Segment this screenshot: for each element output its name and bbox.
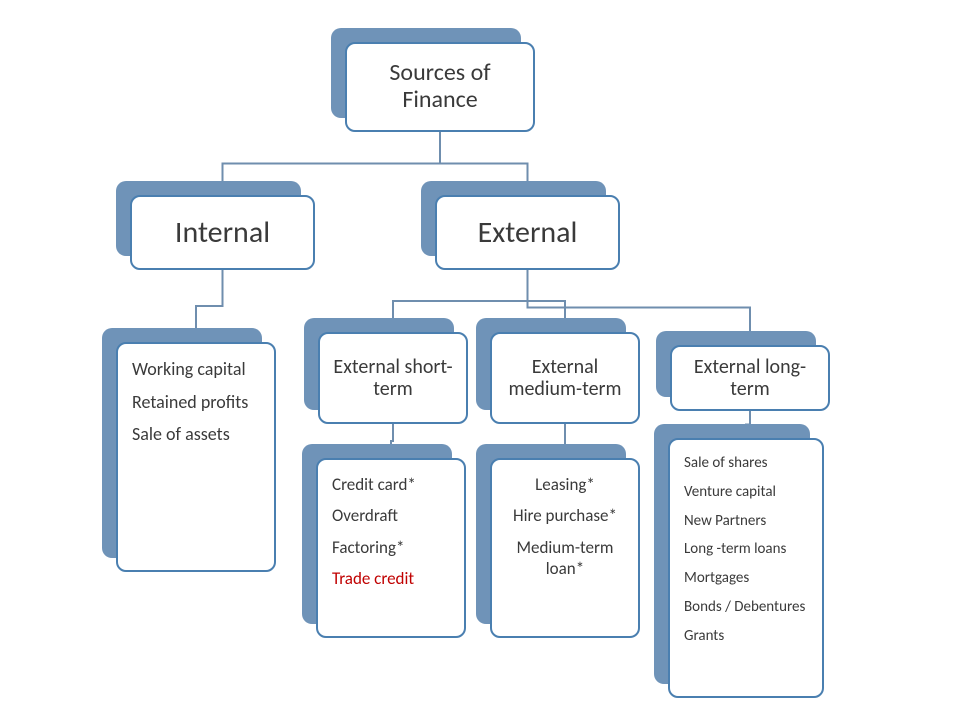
node-item: New Partners — [684, 512, 766, 531]
node-ext_short: External short-term — [318, 332, 468, 424]
node-item: Credit card* — [332, 474, 416, 495]
node-ext_med_list: Leasing* Hire purchase* Medium-term loan* — [490, 458, 640, 638]
node-int_list: Working capital Retained profits Sale of a… — [116, 342, 276, 572]
node-title: External long-term — [682, 356, 818, 401]
node-title: External short-term — [330, 356, 456, 401]
node-title: External medium-term — [502, 356, 628, 401]
node-item: Sale of assets — [132, 423, 230, 446]
node-item: Trade credit — [332, 568, 414, 589]
diagram-stage: Sources of Finance Internal External Workin… — [0, 0, 960, 720]
node-item: Overdraft — [332, 505, 398, 526]
node-item: Mortgages — [684, 569, 749, 588]
node-item: Working capital — [132, 358, 246, 381]
node-title: Sources of Finance — [357, 60, 523, 114]
node-external: External — [435, 195, 620, 270]
node-internal: Internal — [130, 195, 315, 270]
node-item: Factoring* — [332, 537, 404, 558]
node-ext_long: External long-term — [670, 345, 830, 411]
node-root: Sources of Finance — [345, 42, 535, 132]
node-item: Bonds / Debentures — [684, 598, 805, 617]
node-item: Retained profits — [132, 391, 248, 414]
node-item: Medium-term loan* — [506, 537, 624, 580]
node-item: Leasing* — [535, 474, 595, 495]
node-title: External — [478, 216, 578, 250]
node-ext_med: External medium-term — [490, 332, 640, 424]
node-title: Internal — [175, 216, 270, 250]
node-item: Sale of shares — [684, 454, 768, 473]
node-item: Grants — [684, 627, 724, 646]
node-ext_long_list: Sale of shares Venture capital New Partner… — [668, 438, 824, 698]
node-item: Long -term loans — [684, 540, 786, 559]
node-item: Venture capital — [684, 483, 776, 502]
node-item: Hire purchase* — [513, 505, 617, 526]
node-ext_short_list: Credit card* Overdraft Factoring* Trade cre… — [316, 458, 466, 638]
